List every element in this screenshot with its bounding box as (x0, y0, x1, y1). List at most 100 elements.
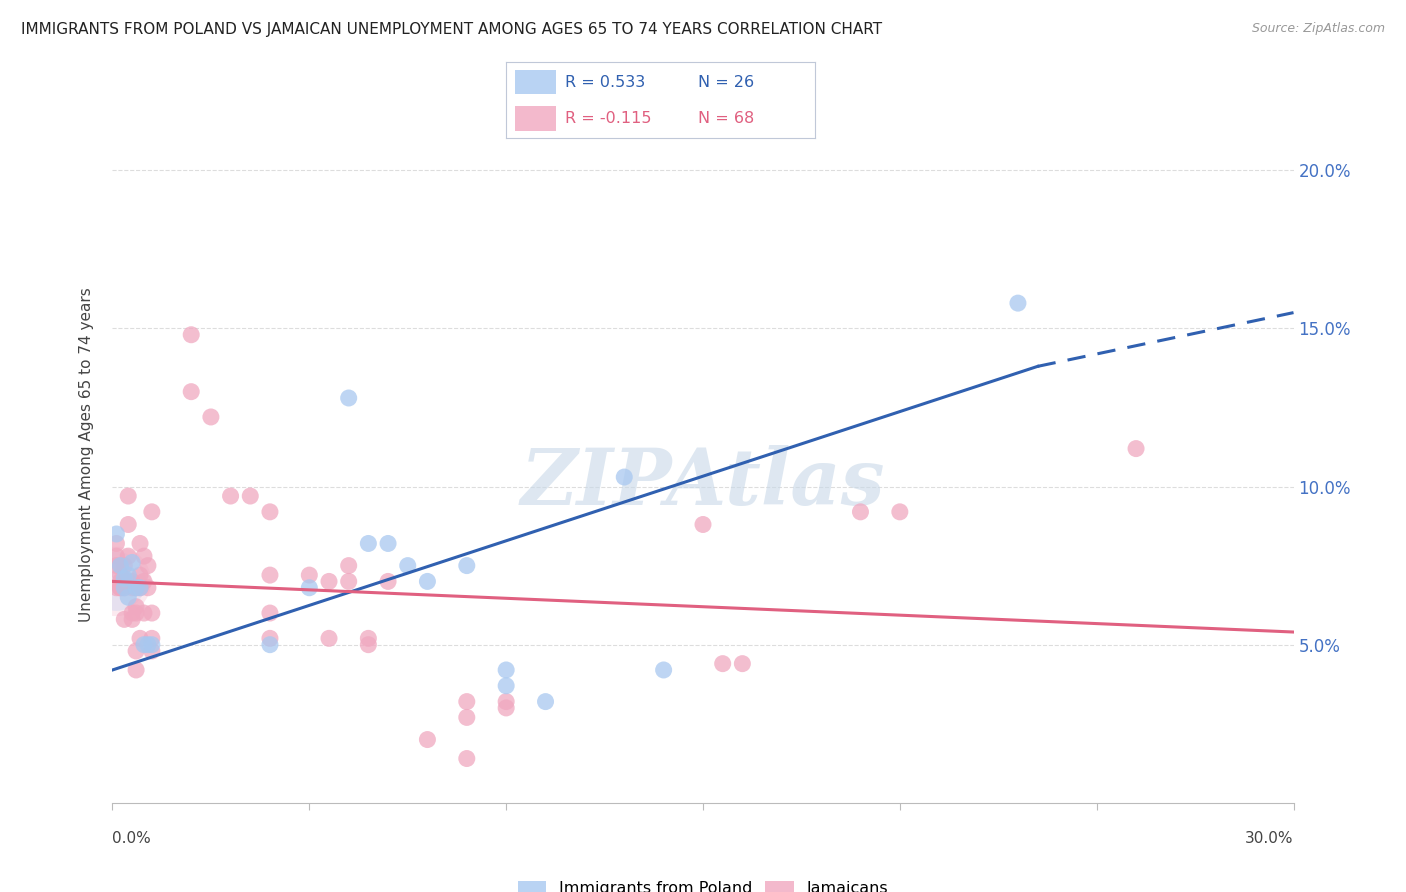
Point (117, 568, 139, 582)
Point (125, 599, 148, 614)
Point (129, 568, 152, 582)
Point (121, 606, 143, 620)
Point (298, 568, 321, 582)
Point (112, 558, 135, 573)
Point (105, 574, 128, 589)
Text: R = -0.115: R = -0.115 (565, 111, 651, 126)
Point (132, 606, 155, 620)
Text: N = 26: N = 26 (697, 75, 754, 90)
Point (112, 581, 135, 595)
Text: Source: ZipAtlas.com: Source: ZipAtlas.com (1251, 22, 1385, 36)
Point (141, 638, 163, 652)
Point (121, 612, 143, 626)
Point (121, 556, 143, 570)
Point (125, 581, 148, 595)
Point (132, 574, 155, 589)
Point (889, 505, 911, 519)
Point (613, 470, 636, 484)
Point (117, 489, 139, 503)
Point (132, 549, 155, 563)
Legend: Immigrants from Poland, Jamaicans: Immigrants from Poland, Jamaicans (512, 874, 894, 892)
Point (219, 489, 242, 503)
Point (110, 568, 132, 582)
Point (1125, 442, 1147, 456)
Point (298, 581, 321, 595)
Point (456, 710, 478, 724)
Point (456, 751, 478, 765)
Point (259, 505, 281, 519)
Text: ZIPAtlas: ZIPAtlas (520, 444, 886, 521)
Y-axis label: Unemployment Among Ages 65 to 74 years: Unemployment Among Ages 65 to 74 years (79, 287, 94, 623)
Point (259, 638, 281, 652)
Point (117, 549, 139, 563)
Point (110, 574, 132, 589)
Point (125, 581, 148, 595)
Point (105, 574, 128, 589)
Point (377, 536, 399, 550)
Point (117, 574, 139, 589)
Point (132, 638, 155, 652)
Point (180, 327, 202, 342)
Point (259, 568, 281, 582)
Point (318, 632, 340, 646)
Point (711, 657, 734, 671)
Point (377, 574, 399, 589)
Point (112, 612, 135, 626)
Point (534, 695, 557, 709)
Point (337, 574, 360, 589)
Point (495, 701, 517, 715)
Point (318, 574, 340, 589)
Point (129, 632, 152, 646)
Point (200, 409, 222, 424)
Point (495, 663, 517, 677)
Point (125, 644, 148, 658)
Point (456, 558, 478, 573)
Point (416, 732, 439, 747)
Text: IMMIGRANTS FROM POLAND VS JAMAICAN UNEMPLOYMENT AMONG AGES 65 TO 74 YEARS CORREL: IMMIGRANTS FROM POLAND VS JAMAICAN UNEMP… (21, 22, 882, 37)
Point (259, 606, 281, 620)
Bar (516, 106, 555, 130)
Point (180, 384, 202, 399)
Point (141, 644, 163, 658)
Point (121, 574, 143, 589)
Point (849, 505, 872, 519)
Point (105, 581, 128, 595)
Point (495, 679, 517, 693)
Point (357, 638, 380, 652)
Point (416, 574, 439, 589)
Point (129, 581, 152, 595)
Point (692, 517, 714, 532)
Bar (516, 70, 555, 95)
Point (105, 527, 128, 541)
Point (731, 657, 754, 671)
Point (121, 581, 143, 595)
Point (117, 517, 139, 532)
Point (652, 663, 675, 677)
Point (117, 591, 139, 605)
Point (239, 489, 262, 503)
Text: 30.0%: 30.0% (1246, 831, 1294, 846)
Point (112, 581, 135, 595)
Point (105, 549, 128, 563)
Point (110, 581, 132, 595)
Point (357, 632, 380, 646)
Text: 0.0%: 0.0% (112, 831, 152, 846)
Point (456, 695, 478, 709)
Point (136, 558, 159, 573)
Point (1007, 296, 1029, 310)
Point (125, 663, 148, 677)
Point (337, 391, 360, 405)
Point (125, 606, 148, 620)
Point (129, 581, 152, 595)
Point (105, 558, 128, 573)
Point (136, 581, 159, 595)
Point (129, 536, 152, 550)
Point (136, 638, 159, 652)
Point (259, 632, 281, 646)
Text: N = 68: N = 68 (697, 111, 754, 126)
Point (141, 505, 163, 519)
Point (112, 571, 135, 585)
Point (337, 558, 360, 573)
Point (495, 695, 517, 709)
Point (110, 558, 132, 573)
